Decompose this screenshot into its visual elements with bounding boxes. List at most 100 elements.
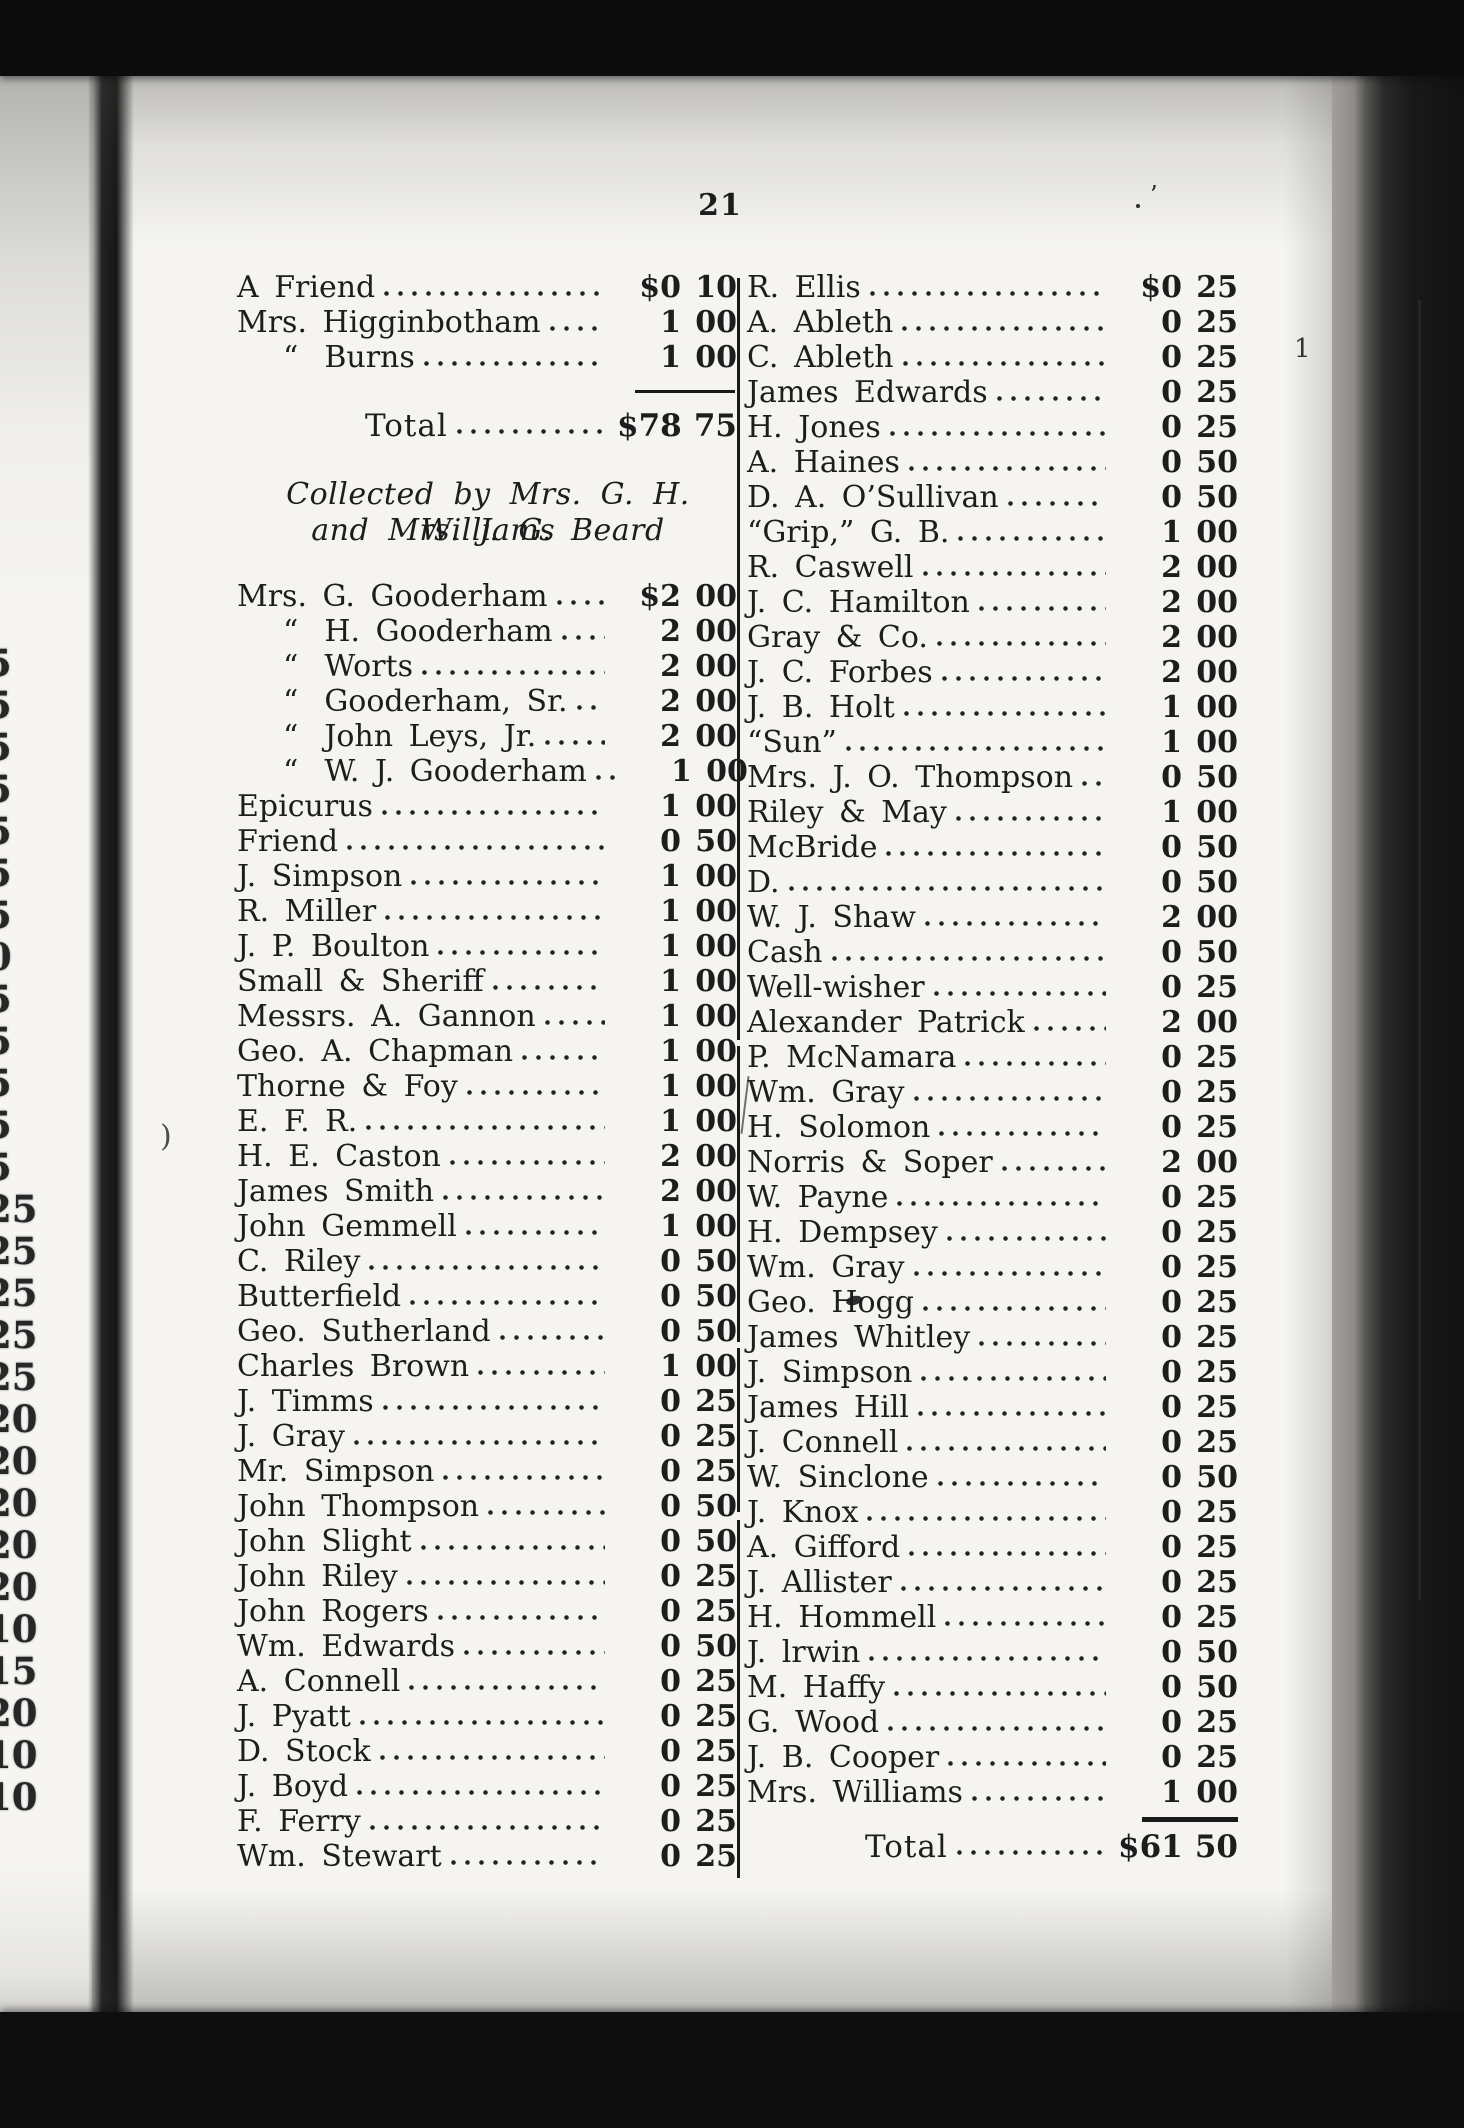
amount-cents: 50 (1196, 445, 1238, 480)
left-donor-list-top: A Friend $0 10 Mrs. Higginbotham 1 00 “ Burns 1 0… (237, 270, 739, 375)
amount-cents: 00 (695, 1034, 737, 1069)
amount-dollars: 0 (1161, 1740, 1182, 1775)
donor-name: Mr. Simpson (237, 1454, 435, 1489)
donor-name: A. Gifford (747, 1530, 901, 1565)
donor-name: R. Ellis (747, 270, 861, 305)
leader-dots (1007, 501, 1106, 507)
amount-cents: 00 (1196, 585, 1238, 620)
amount-cents: 50 (1196, 1635, 1238, 1670)
leader-dots (443, 1475, 605, 1481)
leader-dots (1001, 1166, 1106, 1172)
donor-row: Mrs. J. O. Thompson 0 50 (747, 760, 1240, 795)
margin-digit: 25 (0, 1229, 38, 1273)
leader-dots (913, 1096, 1106, 1102)
donor-name: Geo. A. Chapman (237, 1034, 514, 1069)
leader-dots (545, 740, 605, 746)
leader-dots (576, 705, 605, 711)
margin-digit: 5 (0, 726, 56, 768)
leader-dots (423, 361, 605, 367)
amount-dollars: 0 (1161, 480, 1182, 515)
leader-dots (788, 886, 1106, 892)
amount-dollars: 0 (1161, 1600, 1182, 1635)
amount-dollars: 2 (1161, 585, 1182, 620)
amount-dollars: 2 (660, 649, 681, 684)
leader-dots (381, 810, 605, 816)
margin-digit: 25 (0, 1313, 38, 1357)
amount-cents: 00 (695, 859, 737, 894)
donor-row: R. Caswell 2 00 (747, 550, 1240, 585)
leader-dots (347, 845, 605, 851)
donor-name: Alexander Patrick (747, 1005, 1025, 1040)
donor-name: Thorne & Foy (237, 1069, 458, 1104)
amount-dollars: 2 (1161, 655, 1182, 690)
donor-name: J. Simpson (747, 1355, 913, 1390)
total-label: Total (365, 408, 448, 444)
amount-cents: 50 (1196, 760, 1238, 795)
donor-name: A. Connell (237, 1664, 401, 1699)
leader-dots (913, 1271, 1106, 1277)
total-rule (635, 389, 735, 393)
donor-row: Geo. Hogg 0 25 (747, 1285, 1240, 1320)
amount-cents: 25 (1196, 340, 1238, 375)
margin-digit: 20 (0, 1439, 38, 1483)
leader-dots (889, 431, 1106, 437)
donor-name: Mrs. Williams (747, 1775, 963, 1810)
donor-name: C. Riley (237, 1244, 361, 1279)
amount-cents: 00 (1196, 1005, 1238, 1040)
donor-name: H. Hommell (747, 1600, 937, 1635)
donor-row: James Smith 2 00 (237, 1174, 739, 1209)
amount-cents: 25 (695, 1559, 737, 1594)
page-top-shading (92, 76, 1340, 246)
amount-dollars: 0 (660, 1489, 681, 1524)
donor-row: R. Ellis $0 25 (747, 270, 1240, 305)
amount-dollars: 0 (660, 1769, 681, 1804)
donor-name: Small & Sheriff (237, 964, 484, 999)
donor-name: James Hill (747, 1390, 909, 1425)
amount-cents: 25 (1196, 1075, 1238, 1110)
ink-speck-dot (1136, 204, 1140, 208)
donor-row: McBride 0 50 (747, 830, 1240, 865)
amount-cents: 00 (695, 1139, 737, 1174)
leader-dots (411, 880, 605, 886)
amount-dollars: 2 (1161, 550, 1182, 585)
amount-cents: 00 (695, 1209, 737, 1244)
amount-dollars: 0 (1161, 1425, 1182, 1460)
leader-dots (359, 1720, 605, 1726)
page-bottom-shading (92, 1890, 1340, 2012)
donor-row: J. Knox 0 25 (747, 1495, 1240, 1530)
donor-row: Alexander Patrick 2 00 (747, 1005, 1240, 1040)
amount-dollars: 0 (1161, 1320, 1182, 1355)
donor-row: J. B. Holt 1 00 (747, 690, 1240, 725)
leader-dots (438, 950, 605, 956)
fore-edge-streak (1418, 300, 1421, 1600)
amount-cents: 50 (1196, 480, 1238, 515)
leader-dots (353, 1440, 605, 1446)
amount-cents: 25 (1196, 1355, 1238, 1390)
amount-cents: 25 (1196, 1740, 1238, 1775)
leader-dots (456, 429, 605, 435)
leader-dots (406, 1580, 605, 1586)
donor-row: D. 0 50 (747, 865, 1240, 900)
ditto-mark: “ (283, 719, 299, 754)
donor-row: D. A. O’Sullivan 0 50 (747, 480, 1240, 515)
ink-speck-apostrophe: ’ (1150, 181, 1158, 209)
donor-row: J. Allister 0 25 (747, 1565, 1240, 1600)
donor-row: Wm. Stewart 0 25 (237, 1839, 739, 1874)
amount-dollars: 0 (1161, 445, 1182, 480)
margin-digit: 15 (0, 1649, 38, 1693)
amount-dollars: 0 (1161, 305, 1182, 340)
amount-cents: 25 (1196, 375, 1238, 410)
amount-dollars: 2 (1161, 900, 1182, 935)
donor-name: D. A. O’Sullivan (747, 480, 999, 515)
amount-cents: 00 (1196, 550, 1238, 585)
donor-name: Norris & Soper (747, 1145, 993, 1180)
amount-cents: 25 (1196, 1110, 1238, 1145)
amount-cents: 50 (1196, 865, 1238, 900)
book-gutter-shadow (88, 56, 134, 2016)
page-number: 21 (698, 188, 742, 223)
amount-cents: 00 (695, 1349, 737, 1384)
leader-dots (971, 1796, 1106, 1802)
amount-cents: 25 (1196, 1565, 1238, 1600)
amount-cents: 00 (1196, 690, 1238, 725)
margin-digit: 5 (0, 810, 56, 852)
